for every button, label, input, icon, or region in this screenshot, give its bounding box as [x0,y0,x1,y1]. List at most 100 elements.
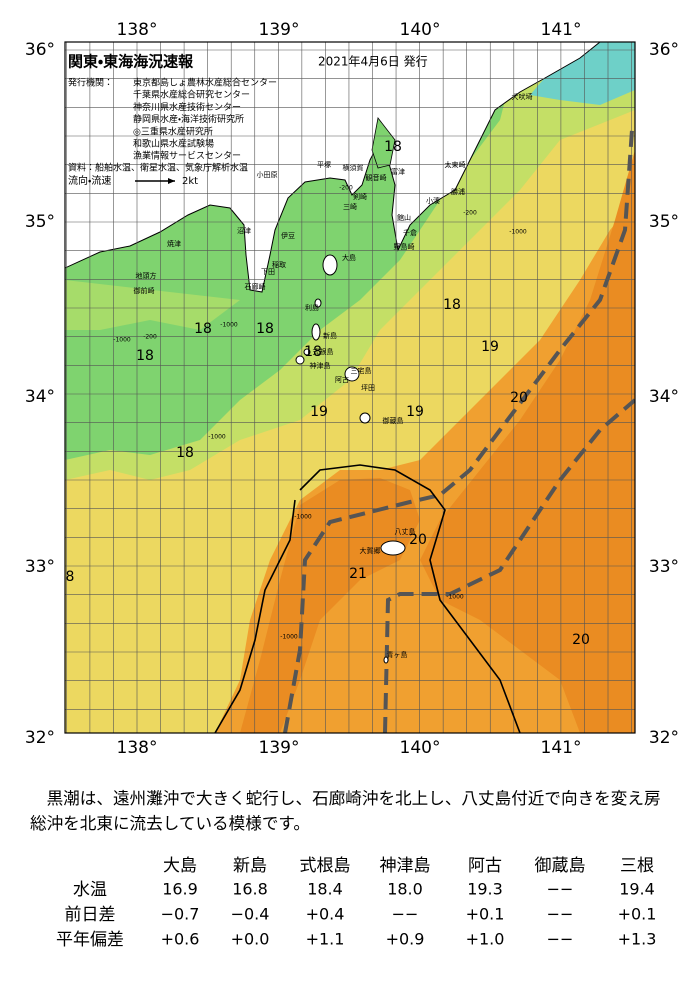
place-name: 焼津 [167,239,181,248]
temperature-label: 19 [310,404,328,420]
longitude-label: 141° [541,20,582,40]
place-name: 坪田 [361,384,375,392]
contour-line [299,464,521,733]
table-cell: +1.0 [466,930,505,949]
place-name: 沼津 [237,226,251,235]
place-name: 三崎 [343,202,357,211]
temperature-label: 18 [256,321,274,337]
table-cell: −− [547,930,574,949]
depth-label: -1000 [509,229,527,236]
temperature-label: 18 [194,321,212,337]
place-name: 富津 [391,167,405,176]
longitude-label: 140° [400,738,441,758]
place-name: 横須賀 [343,163,364,172]
issuer: 静岡県水産・海洋技術研究所 [133,113,244,125]
latitude-label: 33° [25,557,55,577]
place-name: 大島 [342,253,356,262]
place-name: 小田原 [257,170,278,179]
place-name: 伊豆 [281,231,295,240]
temperature-label: 20 [510,390,528,406]
island [322,254,338,276]
table-cell: −0.4 [231,905,270,924]
island [380,540,406,556]
kuroshio-path [383,398,635,733]
table-cell: −0.7 [161,905,200,924]
summary-box: 黒潮は、遠州灘沖で大きく蛇行し、石廊崎沖を北上し、八丈島付近で向きを変え房総沖を… [30,789,661,833]
longitude-label: 141° [541,738,582,758]
temperature-label: 18 [176,445,194,461]
temperature-label: 20 [572,632,590,648]
table-header: 三根 [620,856,654,876]
table-header: 阿古 [468,856,502,876]
place-name: 新島 [323,331,337,340]
place-name: 太東崎 [445,160,466,169]
table-header: 新島 [233,856,267,876]
place-name: 小湊 [426,196,440,205]
longitude-label: 139° [259,20,300,40]
place-name: 青ヶ島 [387,650,408,659]
table-cell: 16.8 [232,880,268,899]
table-cell: +1.1 [306,930,345,949]
depth-label: -1000 [446,594,464,601]
contour-line [214,499,296,733]
place-name: 御前崎 [134,286,155,295]
latitude-label: 33° [649,557,679,577]
depth-label: -200 [143,334,157,341]
longitude-label: 138° [117,20,158,40]
flow-label: 流向・流速 [68,174,111,187]
island [383,656,389,664]
table-cell: +0.9 [386,930,425,949]
table-cell: −− [547,905,574,924]
island [295,355,305,365]
place-name: 式根島 [313,347,334,356]
place-name: 阿古 [335,375,349,384]
depth-label: -1000 [208,434,226,441]
sea-dark-orange [420,150,635,733]
temperature-label: 8 [66,569,75,585]
temperature-label: 20 [409,532,427,548]
longitude-label: 140° [400,20,441,40]
sources: 資料：船舶水温、衛星水温、気象庁解析水温 [68,162,248,174]
table-cell: +0.4 [306,905,345,924]
latitude-label: 36° [649,40,679,60]
temperature-label: 18 [384,139,402,155]
depth-label: -200 [463,210,477,217]
table-cell: 16.9 [162,880,198,899]
island [314,298,322,308]
depth-label: -1000 [294,514,312,521]
temperature-label: 18 [443,297,461,313]
temperature-label: 19 [481,339,499,355]
temperature-label: 18 [136,348,154,364]
flow-scale: 2kt [182,176,198,187]
depth-label: -1000 [113,337,131,344]
row-label: 平年偏差 [56,930,124,950]
issuer: 東京都島しょ農林水産総合センター [133,77,277,89]
summary: 黒潮は、遠州灘沖で大きく蛇行し、石廊崎沖を北上し、八丈島付近で向きを変え房総沖を… [30,789,661,833]
flow-scale-arrow [135,178,175,184]
map-frame [64,41,636,734]
island [344,366,360,382]
issue-date: 2021年4月6日 発行 [318,55,428,69]
table-cell: +0.0 [231,930,270,949]
place-name: 御蔵島 [383,416,404,425]
latitude-label: 34° [25,387,55,407]
latitude-label: 35° [25,212,55,232]
table-cell: 19.3 [467,880,503,899]
depth-label: -1000 [280,634,298,641]
place-name: 下田 [261,268,275,276]
table-cell: +1.3 [618,930,657,949]
table-header: 式根島 [300,856,351,876]
depth-label: -1000 [220,322,238,329]
latitude-label: 32° [25,728,55,748]
place-name: 八丈島 [395,527,416,536]
place-name: 石廊崎 [245,282,266,291]
table-cell: +0.6 [161,930,200,949]
temperature-label: 19 [406,404,424,420]
place-name: 観音崎 [366,173,387,182]
place-name: 利島 [305,303,319,312]
place-name: 平塚 [317,160,331,169]
place-name: 地頭方 [136,271,157,280]
place-name: 野島崎 [394,242,415,251]
island [303,348,311,356]
islands [295,254,406,664]
